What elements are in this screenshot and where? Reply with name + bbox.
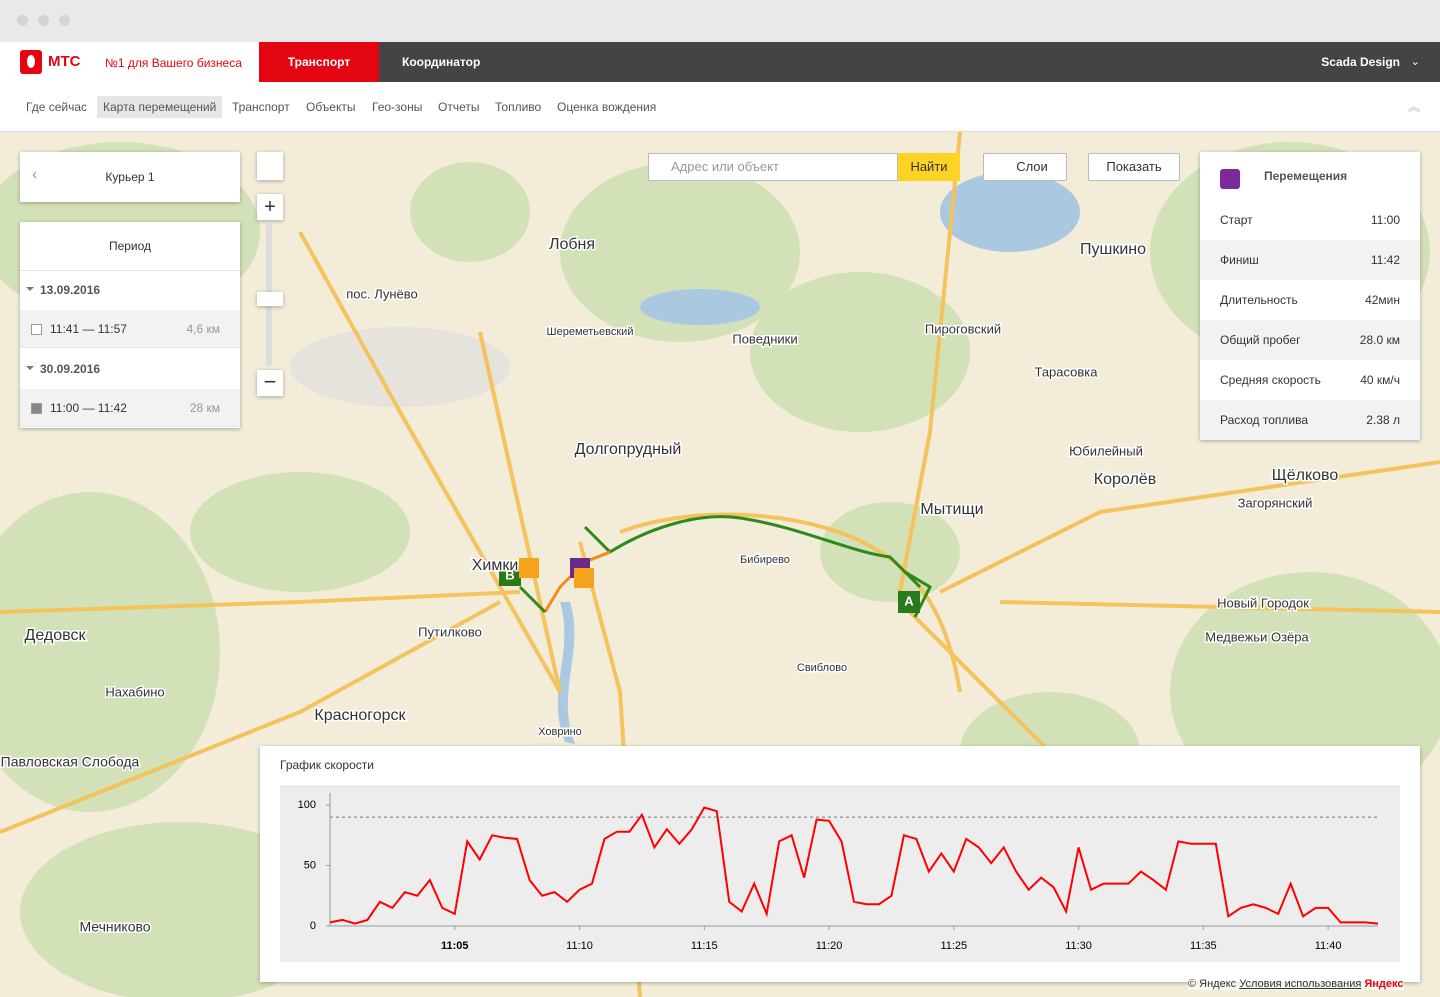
place-label: Медвежьи Озёра xyxy=(1205,629,1309,644)
place-label: Новый Городок xyxy=(1217,595,1309,610)
place-label: Бибирево xyxy=(740,554,790,566)
ruler-button[interactable] xyxy=(257,152,283,180)
nav-tab[interactable]: Транспорт xyxy=(259,42,379,82)
checkbox[interactable] xyxy=(31,324,42,335)
courier-name[interactable]: Курьер 1 xyxy=(105,170,155,184)
caret xyxy=(26,287,34,295)
trip-time: 11:00 — 11:42 xyxy=(50,401,127,415)
stat-value: 42мин xyxy=(1365,293,1400,307)
place-label: Путилково xyxy=(418,624,482,639)
row-bg xyxy=(20,310,240,348)
trip-card: Перемещения Старт 11:00 Финиш 11:42 Длительн… xyxy=(1200,152,1420,440)
place-label: Мечниково xyxy=(79,919,150,935)
logo-area: МТС №1 для Вашего бизнеса xyxy=(0,42,259,82)
layers-button[interactable]: Слои xyxy=(983,153,1067,181)
checkbox[interactable] xyxy=(31,403,42,414)
terms-link[interactable]: Условия использования xyxy=(1239,978,1362,990)
sub-nav-item[interactable]: Транспорт xyxy=(232,100,290,114)
trip-distance: 4,6 км xyxy=(186,322,220,336)
chart-title: График скорости xyxy=(280,758,374,772)
sub-nav-item[interactable]: Гео-зоны xyxy=(372,100,423,114)
sub-nav: ︽ Где сейчас Карта перемещений Транспорт Об… xyxy=(0,82,1440,132)
place-label: Нахабино xyxy=(105,684,164,699)
stat-row: Длительность 42мин xyxy=(1200,280,1420,320)
sub-nav-item[interactable]: Топливо xyxy=(495,100,542,114)
brand: Яндекс xyxy=(1364,978,1404,990)
place-label: Мытищи xyxy=(920,501,983,518)
stat-row: Общий пробег 28.0 км xyxy=(1200,320,1420,360)
place-label: Тарасовка xyxy=(1034,364,1098,379)
stat-row: Финиш 11:42 xyxy=(1200,240,1420,280)
place-label: Поведники xyxy=(732,331,797,346)
route-marker: B xyxy=(505,567,514,582)
stat-label: Старт xyxy=(1220,213,1253,227)
stat-value: 11:00 xyxy=(1370,213,1400,227)
stat-row: Средняя скорость 40 км/ч xyxy=(1200,360,1420,400)
top-nav: МТС №1 для Вашего бизнеса Транспорт Коор… xyxy=(0,42,1440,82)
stat-label: Длительность xyxy=(1220,293,1298,307)
search-button[interactable]: Найти xyxy=(898,153,960,181)
place-label: Дедовск xyxy=(25,627,87,644)
stat-label: Финиш xyxy=(1220,253,1259,267)
place-label: Пироговский xyxy=(925,321,1001,336)
date-group: 13.09.2016 xyxy=(40,283,101,297)
route-marker: A xyxy=(904,593,914,608)
sub-nav-item[interactable]: Отчеты xyxy=(438,100,480,114)
stat-value: 28.0 км xyxy=(1359,333,1400,347)
sub-nav-item[interactable]: Карта перемещений xyxy=(97,96,223,118)
stat-value: 2.38 л xyxy=(1366,413,1400,427)
search-input[interactable]: Адрес или объект xyxy=(648,153,898,181)
row-bg xyxy=(20,389,240,427)
place-label: Долгопрудный xyxy=(575,441,682,458)
logo: МТС xyxy=(48,53,81,70)
stat-label: Общий пробег xyxy=(1220,333,1301,347)
copyright-text: © Яндекс xyxy=(1188,978,1237,990)
nav-tab[interactable]: Координатор xyxy=(402,55,481,69)
place-label: Свиблово xyxy=(797,662,847,674)
place-label: Красногорск xyxy=(314,707,406,724)
zoom-out[interactable]: − xyxy=(257,370,283,396)
place-label: пос. Лунёво xyxy=(346,286,418,301)
trip-distance: 28 км xyxy=(189,401,220,415)
stat-label: Средняя скорость xyxy=(1220,373,1321,387)
stat-value: 40 км/ч xyxy=(1360,373,1400,387)
place-label: Пушкино xyxy=(1080,241,1146,258)
stat-label: Расход топлива xyxy=(1220,413,1309,427)
slogan: №1 для Вашего бизнеса xyxy=(105,56,242,70)
zoom-handle[interactable] xyxy=(257,292,283,306)
trip-time: 11:41 — 11:57 xyxy=(50,322,127,336)
caret xyxy=(26,366,34,374)
speed-card: График скорости xyxy=(260,746,1420,982)
courier-card: ‹ Курьер 1 xyxy=(20,152,240,202)
stat-row: Старт 11:00 xyxy=(1200,200,1420,240)
place-label: Ховрино xyxy=(538,726,582,738)
place-label: Лобня xyxy=(549,236,595,253)
date-group: 30.09.2016 xyxy=(40,362,101,376)
place-label: Щёлково xyxy=(1272,467,1339,484)
sub-nav-item[interactable]: Где сейчас xyxy=(26,100,88,114)
user-menu[interactable]: Scada Design xyxy=(1321,55,1400,69)
period-card: Период 13.09.2016 11:41 — 11:57 4,6 км 30.0… xyxy=(20,222,240,428)
place-label: Королёв xyxy=(1094,471,1156,488)
place-label: Шереметьевский xyxy=(547,326,634,338)
place-label: Химки xyxy=(472,557,519,574)
place-label: Загорянский xyxy=(1238,495,1313,510)
stat-row: Расход топлива 2.38 л xyxy=(1200,400,1420,440)
zoom-in[interactable]: + xyxy=(257,194,283,220)
place-label: Юбилейный xyxy=(1069,443,1143,458)
period-title: Период xyxy=(20,222,240,271)
sub-nav-item[interactable]: Оценка вождения xyxy=(557,100,657,114)
stat-value: 11:42 xyxy=(1370,253,1400,267)
trip-title: Перемещения xyxy=(1264,169,1348,183)
show-button[interactable]: Показать xyxy=(1088,153,1180,181)
copyright: © Яндекс Условия использования Яндекс xyxy=(1188,978,1404,990)
browser-bar xyxy=(0,0,1440,42)
place-label: Павловская Слобода xyxy=(1,754,140,770)
sub-nav-item[interactable]: Объекты xyxy=(306,100,356,114)
